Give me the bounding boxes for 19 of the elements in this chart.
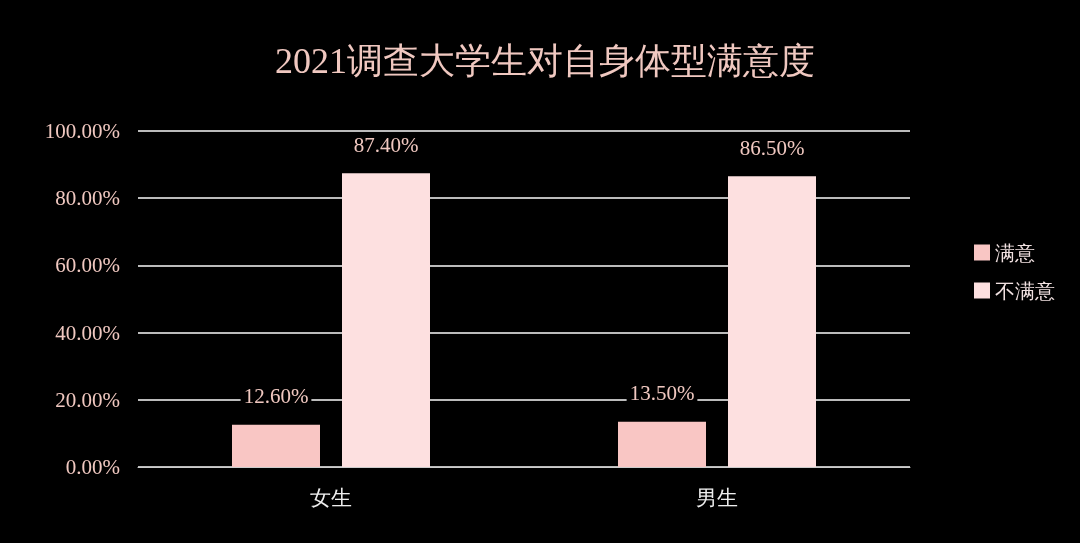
y-tick-label: 40.00%	[55, 320, 120, 345]
x-tick-label: 男生	[696, 485, 738, 510]
data-label: 12.60%	[243, 384, 309, 409]
data-label: 13.50%	[629, 381, 695, 406]
data-label: 86.50%	[739, 135, 805, 160]
y-tick-label: 100.00%	[44, 119, 120, 143]
x-tick-label: 女生	[310, 485, 352, 510]
legend-label: 不满意	[995, 278, 1055, 303]
legend-label: 满意	[995, 240, 1035, 265]
y-tick-label: 80.00%	[55, 186, 120, 211]
y-tick-label: 0.00%	[65, 455, 120, 479]
y-tick-label: 60.00%	[55, 253, 120, 278]
bar	[232, 424, 320, 467]
chart-title: 2021调查大学生对自身体型满意度	[275, 41, 815, 81]
bar	[618, 421, 706, 467]
data-label: 87.40%	[353, 132, 419, 157]
y-tick-label: 20.00%	[55, 387, 120, 412]
bar	[728, 176, 816, 467]
bar	[342, 173, 430, 467]
